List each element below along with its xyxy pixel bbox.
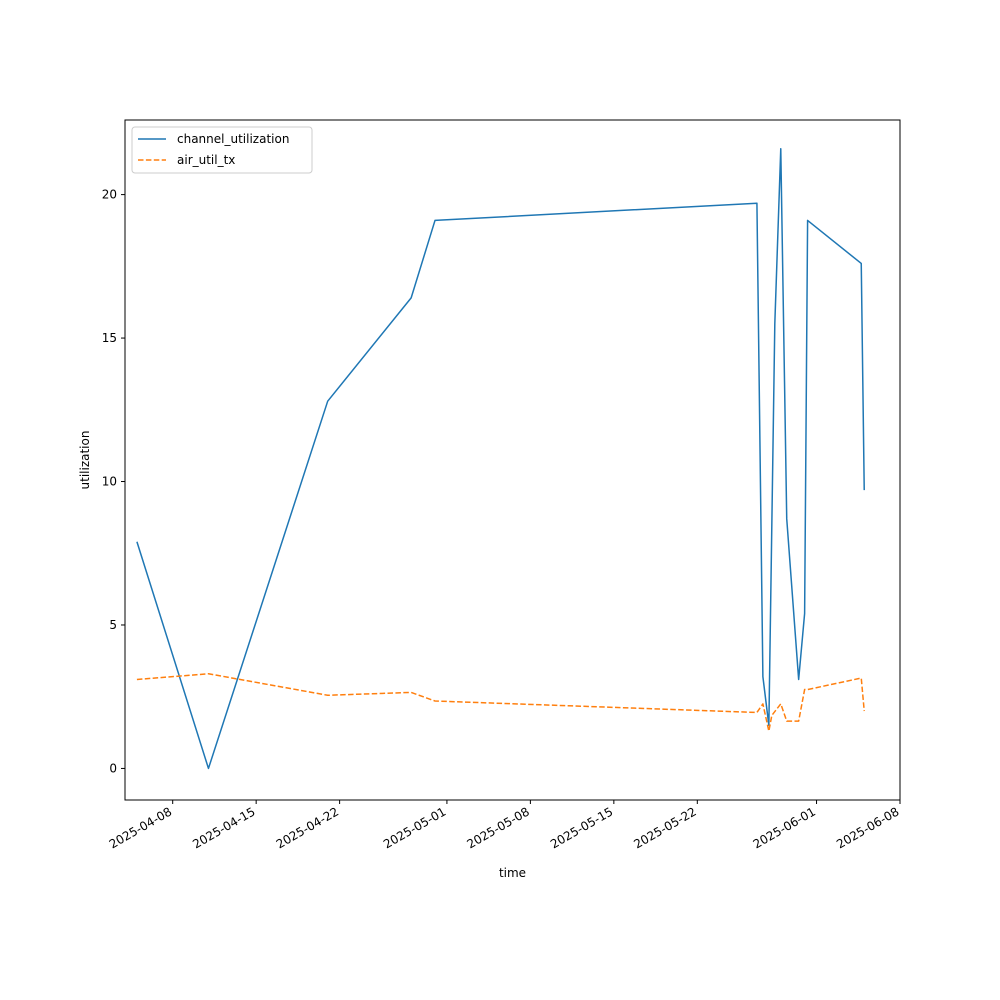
x-tick-label: 2025-05-01 [381,804,448,851]
y-tick-label: 5 [109,618,117,632]
x-tick-label: 2025-06-01 [751,804,818,851]
x-tick-label: 2025-04-15 [190,804,257,851]
series-line-air_util_tx [136,673,865,732]
plot-frame [124,119,901,801]
x-axis: 2025-04-08 2025-04-15 2025-04-22 2025-05-01… [107,800,902,851]
y-axis-title: utilization [78,431,92,490]
plot-marks [136,147,865,770]
legend: channel_utilization air_util_tx [131,126,313,174]
x-tick-label: 2025-05-15 [548,804,615,851]
y-tick-label: 10 [102,475,117,489]
x-tick-label: 2025-04-08 [107,804,174,851]
legend-label-channel_utilization: channel_utilization [177,132,289,146]
y-tick-label: 20 [102,188,117,202]
legend-label-air_util_tx: air_util_tx [177,153,235,167]
x-tick-label: 2025-06-08 [834,804,901,851]
x-tick-label: 2025-05-22 [631,804,698,851]
x-tick-label: 2025-05-08 [464,804,531,851]
y-tick-label: 15 [102,331,117,345]
y-tick-label: 0 [109,761,117,775]
series-line-channel_utilization [136,147,865,770]
x-tick-label: 2025-04-22 [274,804,341,851]
y-axis: 0 5 10 15 20 [102,188,125,775]
legend-box [131,126,313,174]
x-axis-title: time [499,866,526,880]
